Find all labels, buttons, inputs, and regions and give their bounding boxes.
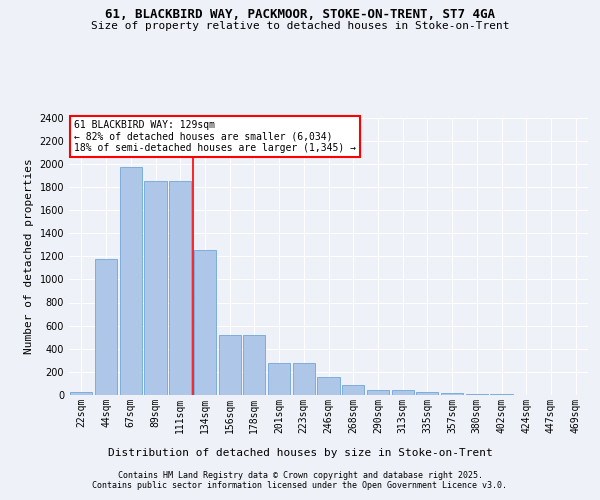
Text: Contains public sector information licensed under the Open Government Licence v3: Contains public sector information licen…: [92, 482, 508, 490]
Text: 61, BLACKBIRD WAY, PACKMOOR, STOKE-ON-TRENT, ST7 4GA: 61, BLACKBIRD WAY, PACKMOOR, STOKE-ON-TR…: [105, 8, 495, 20]
Text: Size of property relative to detached houses in Stoke-on-Trent: Size of property relative to detached ho…: [91, 21, 509, 31]
Bar: [243, 335, 265, 395]
Bar: [392, 390, 414, 395]
Bar: [218, 335, 241, 395]
Bar: [490, 394, 512, 395]
Bar: [293, 363, 315, 395]
Bar: [416, 392, 439, 395]
Bar: [317, 377, 340, 395]
Bar: [466, 394, 488, 395]
Bar: [145, 180, 167, 395]
Text: Contains HM Land Registry data © Crown copyright and database right 2025.: Contains HM Land Registry data © Crown c…: [118, 472, 482, 480]
Y-axis label: Number of detached properties: Number of detached properties: [24, 158, 34, 354]
Bar: [95, 259, 117, 395]
Bar: [367, 390, 389, 395]
Bar: [119, 166, 142, 395]
Text: 61 BLACKBIRD WAY: 129sqm
← 82% of detached houses are smaller (6,034)
18% of sem: 61 BLACKBIRD WAY: 129sqm ← 82% of detach…: [74, 120, 356, 154]
Bar: [70, 392, 92, 395]
Bar: [169, 180, 191, 395]
Bar: [194, 250, 216, 395]
Bar: [441, 394, 463, 395]
Bar: [268, 363, 290, 395]
Text: Distribution of detached houses by size in Stoke-on-Trent: Distribution of detached houses by size …: [107, 448, 493, 458]
Bar: [342, 385, 364, 395]
